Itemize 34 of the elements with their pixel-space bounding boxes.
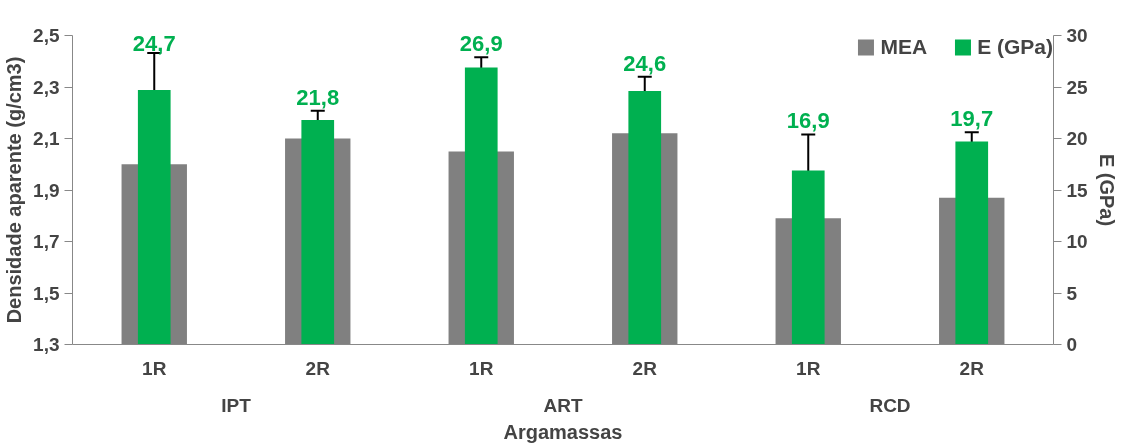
y-tick-label: 2,5 — [33, 25, 60, 46]
legend-label: E (GPa) — [977, 35, 1053, 59]
data-label: 19,7 — [950, 106, 994, 132]
data-label: 26,9 — [459, 30, 503, 56]
y2-tick-label: 5 — [1066, 282, 1078, 304]
y-tick-label: 2,3 — [33, 76, 60, 98]
text: IPT — [221, 394, 252, 416]
y-tick-label: 2,1 — [33, 128, 60, 149]
text: ART — [543, 394, 583, 416]
x-tick-label: 2R — [305, 357, 331, 379]
y2-tick-label: 15 — [1066, 179, 1089, 201]
text: RCD — [869, 394, 911, 416]
x-tick-label: 2R — [632, 357, 658, 379]
y2-tick-label: 0 — [1066, 334, 1078, 355]
x-tick-label: 2R — [959, 357, 985, 379]
y-tick-label: 1,3 — [33, 334, 60, 355]
x-tick-label: 1R — [796, 357, 821, 379]
data-label: 24,6 — [623, 50, 667, 76]
x-axis-title: Argamassas — [503, 420, 623, 443]
y2-axis-title: E (GPa) — [1095, 153, 1118, 227]
data-label: 21,8 — [296, 84, 340, 110]
y2-tick-label: 10 — [1066, 231, 1088, 252]
y-tick-label: 1,5 — [33, 282, 60, 304]
legend-label: MEA — [880, 35, 928, 59]
data-label: 24,7 — [132, 30, 176, 56]
y-axis-title: Densidade aparente (g/cm3) — [3, 56, 26, 324]
x-tick-label: 1R — [469, 357, 494, 379]
y2-tick-label: 25 — [1066, 76, 1089, 98]
x-tick-label: 1R — [142, 357, 167, 379]
y-tick-label: 1,9 — [33, 179, 60, 201]
y-tick-label: 1,7 — [33, 231, 60, 252]
y2-tick-label: 20 — [1066, 128, 1088, 149]
data-label: 16,9 — [786, 108, 830, 134]
y2-tick-label: 30 — [1066, 25, 1088, 46]
